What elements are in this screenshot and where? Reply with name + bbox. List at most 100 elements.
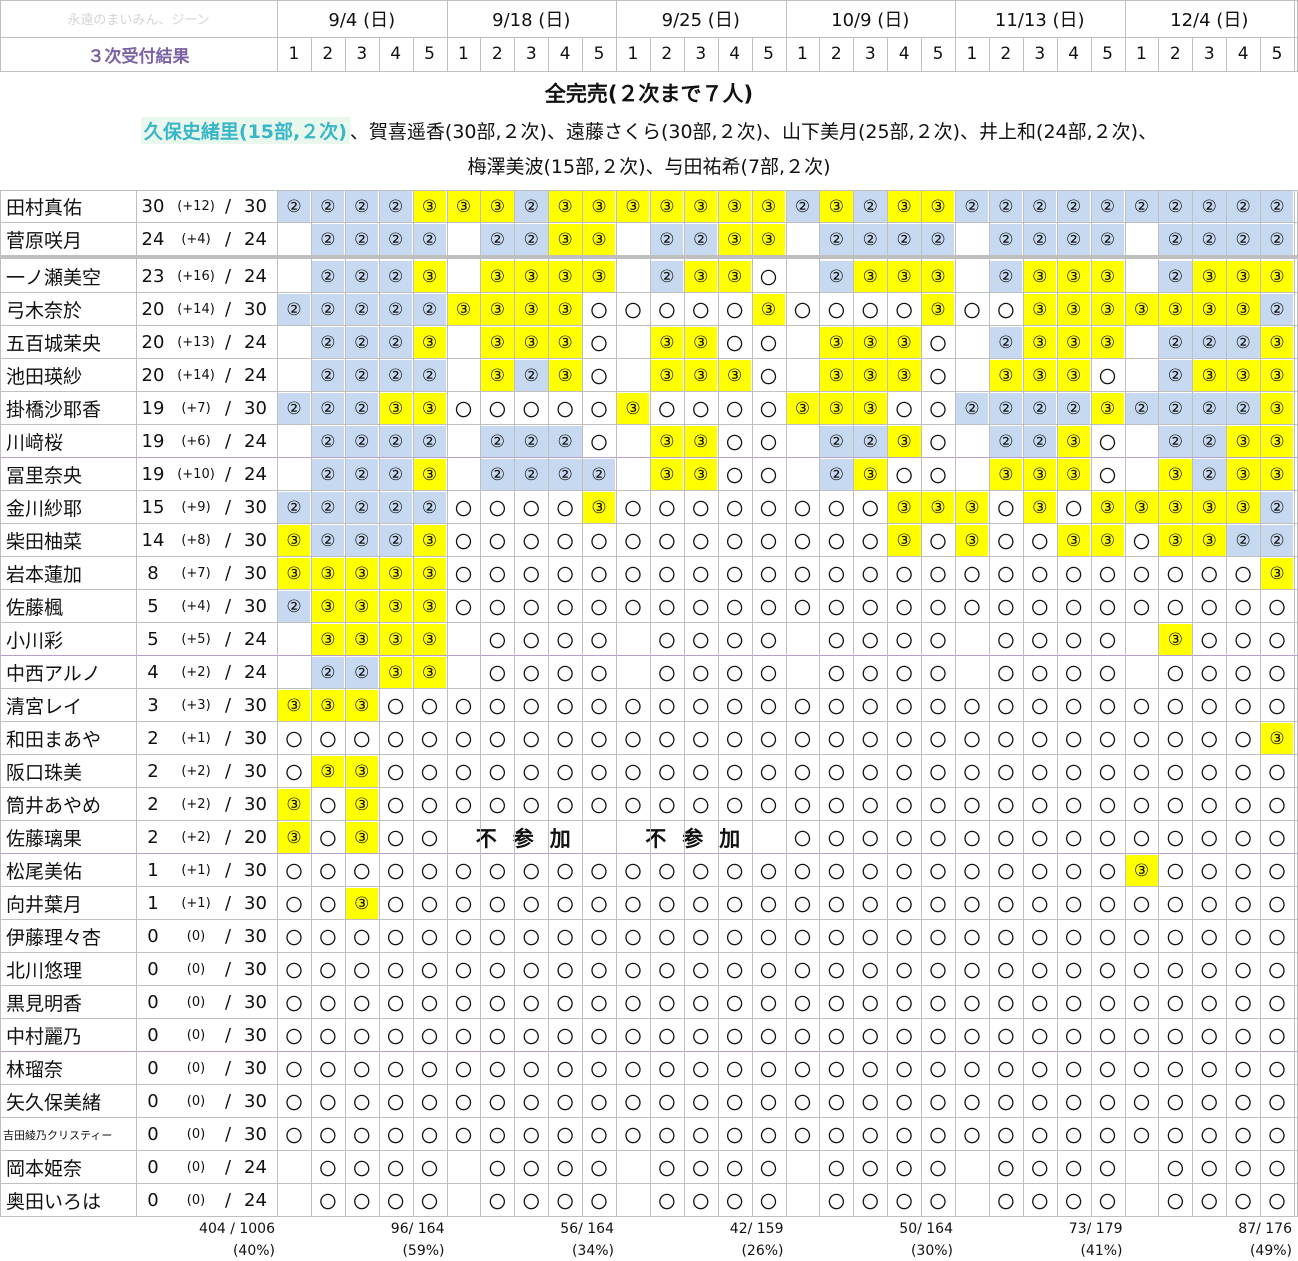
date-total: 96/ 164 (390, 1221, 445, 1237)
available-mark: 〇 (963, 962, 981, 982)
available-mark: 〇 (726, 1028, 744, 1048)
available-mark: 〇 (556, 599, 574, 619)
empty-cell (1125, 327, 1158, 359)
sold-out-3rd-mark: ③ (548, 190, 582, 223)
grid-line (1158, 37, 1160, 71)
sold-out-3rd-mark: ③ (1125, 293, 1158, 326)
available-mark: 〇 (760, 632, 778, 652)
available-mark: 〇 (522, 896, 540, 916)
grid-line (1090, 37, 1092, 71)
available-mark: 〇 (488, 401, 506, 421)
sold-out-3rd-mark: ③ (921, 293, 955, 326)
available-mark: 〇 (1234, 797, 1252, 817)
available-mark: 〇 (387, 1094, 405, 1114)
available-mark: 〇 (522, 566, 540, 586)
available-mark: 〇 (1065, 929, 1083, 949)
slot-total: 24 (244, 629, 267, 650)
slot-number: 1 (797, 44, 808, 64)
available-mark: 〇 (1065, 1160, 1083, 1180)
available-mark: 〇 (488, 599, 506, 619)
available-mark: 〇 (692, 1061, 710, 1081)
grid-line (751, 37, 753, 71)
available-mark: 〇 (963, 1094, 981, 1114)
available-mark: 〇 (522, 401, 540, 421)
sold-out-2nd-mark: ② (311, 260, 345, 293)
available-mark: 〇 (488, 731, 506, 751)
available-mark: 〇 (387, 863, 405, 883)
available-mark: 〇 (793, 962, 811, 982)
available-mark: 〇 (1065, 500, 1083, 520)
available-mark: 〇 (1200, 764, 1218, 784)
available-mark: 〇 (556, 1094, 574, 1114)
sold-out-3rd-mark: ③ (345, 788, 379, 821)
available-mark: 〇 (760, 896, 778, 916)
member-name: 矢久保美緒 (6, 1092, 102, 1114)
available-mark: 〇 (1132, 995, 1150, 1015)
grid-line (0, 190, 1, 1217)
slot-number: 1 (627, 44, 639, 64)
sold-out-3rd-mark: ③ (345, 623, 379, 656)
sold-out-3rd-mark: ③ (1158, 524, 1192, 557)
available-mark: 〇 (421, 1127, 439, 1147)
slot-total: 30 (244, 761, 267, 782)
grid-line (514, 190, 516, 1217)
grid-line (480, 190, 482, 1217)
sold-out-2nd-mark: ② (955, 190, 989, 223)
sold-out-3rd-mark: ③ (514, 260, 548, 293)
sold-out-3rd-mark: ③ (650, 326, 684, 359)
available-mark: 〇 (658, 533, 676, 553)
empty-cell (1125, 261, 1158, 293)
sold-out-3rd-mark: ③ (480, 359, 514, 392)
sold-out-2nd-mark: ② (413, 359, 446, 392)
available-mark: 〇 (488, 1028, 506, 1048)
available-mark: 〇 (590, 302, 608, 322)
available-mark: 〇 (1234, 830, 1252, 850)
sold-out-3rd-mark: ③ (1158, 458, 1192, 491)
sold-out-3rd-mark: ③ (1260, 425, 1294, 458)
slot-number: 4 (559, 44, 571, 64)
grid-line (1192, 37, 1194, 71)
available-mark: 〇 (692, 533, 710, 553)
sold-out-2nd-mark: ② (1226, 223, 1260, 256)
sold-out-3rd-mark: ③ (921, 491, 955, 524)
available-mark: 〇 (454, 896, 472, 916)
empty-cell (786, 261, 819, 293)
slot-number: 4 (729, 44, 741, 64)
member-name: 伊藤理々杏 (6, 927, 102, 949)
available-mark: 〇 (488, 1061, 506, 1081)
available-mark: 〇 (590, 401, 608, 421)
sold-increment: (0) (186, 1061, 206, 1076)
sold-out-2nd-mark: ② (311, 524, 345, 557)
sold-increment: (+2) (181, 830, 211, 845)
available-mark: 〇 (1031, 731, 1049, 751)
available-mark: 〇 (353, 929, 371, 949)
available-mark: 〇 (1132, 929, 1150, 949)
available-mark: 〇 (522, 698, 540, 718)
grid-line (717, 190, 719, 1217)
sold-count: 20 (141, 332, 165, 353)
available-mark: 〇 (726, 467, 744, 487)
member-name: 清宮レイ (6, 696, 83, 718)
sold-out-3rd-mark: ③ (1057, 524, 1091, 557)
grid-line (0, 1084, 1298, 1085)
available-mark: 〇 (726, 335, 744, 355)
available-mark: 〇 (963, 1028, 981, 1048)
available-mark: 〇 (726, 1094, 744, 1114)
sold-out-3rd-mark: ③ (413, 590, 446, 623)
absent-label: 不参加 (475, 826, 587, 851)
available-mark: 〇 (522, 731, 540, 751)
available-mark: 〇 (1031, 1094, 1049, 1114)
empty-cell (447, 360, 480, 392)
available-mark: 〇 (421, 896, 439, 916)
available-mark: 〇 (522, 500, 540, 520)
sold-out-2nd-mark: ② (1192, 223, 1226, 256)
grid-line (310, 37, 312, 71)
member-name: 佐藤璃果 (6, 828, 83, 850)
sold-out-3rd-mark: ③ (277, 524, 311, 557)
available-mark: 〇 (1099, 1094, 1117, 1114)
sold-out-2nd-mark: ② (1192, 425, 1226, 458)
sold-out-3rd-mark: ③ (379, 392, 413, 425)
sold-out-2nd-mark: ② (277, 392, 311, 425)
available-mark: 〇 (997, 1028, 1015, 1048)
sold-out-2nd-mark: ② (379, 491, 413, 524)
